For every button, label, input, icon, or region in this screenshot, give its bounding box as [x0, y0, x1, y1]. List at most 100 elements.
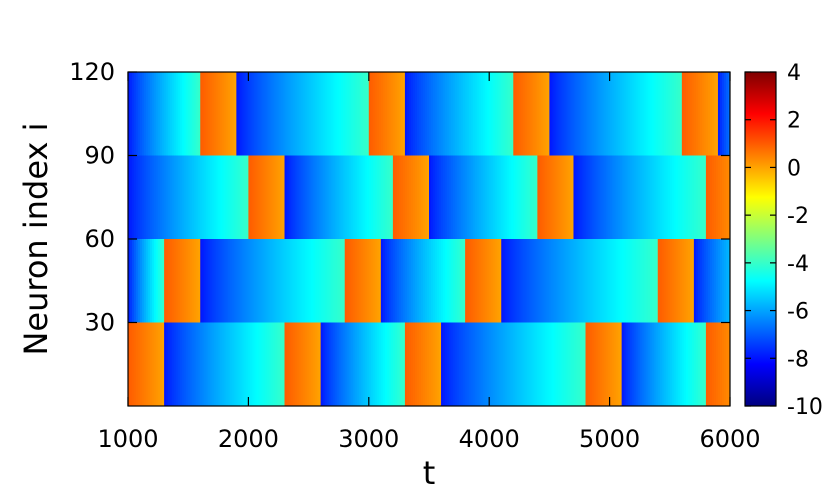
heatmap-cell [467, 72, 470, 156]
heatmap-cell [523, 155, 526, 239]
heatmap-cell [146, 239, 149, 323]
heatmap-cell [517, 322, 520, 406]
heatmap-cell [234, 155, 237, 239]
heatmap-cell [497, 322, 500, 406]
heatmap-cell [501, 155, 504, 239]
heatmap-cell [376, 239, 380, 323]
heatmap-cell [400, 72, 404, 156]
heatmap-cell [196, 72, 199, 156]
heatmap-cell [507, 322, 510, 406]
heatmap-cell [412, 155, 416, 239]
heatmap-cell [226, 322, 229, 406]
heatmap-cell [244, 239, 247, 323]
heatmap-cell [178, 155, 181, 239]
heatmap-cell [368, 155, 372, 239]
heatmap-cell [455, 322, 458, 406]
heatmap-cell [402, 155, 406, 239]
heatmap-cell [537, 155, 540, 239]
heatmap-cell [563, 155, 567, 239]
heatmap-cell [561, 239, 565, 323]
heatmap-cell [717, 239, 721, 323]
heatmap-cell [150, 155, 153, 239]
heatmap-cell [140, 322, 143, 406]
heatmap-cell [326, 155, 330, 239]
heatmap-cell [232, 239, 235, 323]
heatmap-cell [451, 239, 454, 323]
heatmap-cell [577, 322, 581, 406]
heatmap-cell [725, 239, 729, 323]
heatmap-cell [334, 155, 338, 239]
heatmap-cell [573, 72, 577, 156]
heatmap-cell [364, 239, 368, 323]
heatmap-cell [641, 239, 645, 323]
heatmap-cell [479, 155, 482, 239]
heatmap-cell [453, 239, 456, 323]
heatmap-cell [166, 72, 169, 156]
heatmap-cell [589, 72, 593, 156]
y-axis-title: Neuron index i [17, 123, 55, 356]
heatmap-cell [487, 72, 490, 156]
heatmap-cell [547, 72, 550, 156]
heatmap-cell [152, 155, 155, 239]
heatmap-cell [677, 72, 681, 156]
heatmap-cell [320, 72, 324, 156]
heatmap-cell [651, 322, 655, 406]
heatmap-cell [595, 72, 599, 156]
heatmap-cell [132, 322, 135, 406]
heatmap-cell [551, 239, 555, 323]
heatmap-cell [290, 322, 294, 406]
heatmap-cell [607, 322, 611, 406]
heatmap-cell [707, 239, 711, 323]
heatmap-cell [174, 155, 177, 239]
heatmap-cell [324, 155, 328, 239]
heatmap-cell [659, 155, 663, 239]
heatmap-cell [599, 322, 603, 406]
heatmap-cell [260, 322, 264, 406]
heatmap-cell [657, 239, 661, 323]
heatmap-cell [671, 72, 675, 156]
heatmap-cell [210, 72, 213, 156]
heatmap-cell [408, 322, 412, 406]
heatmap-cell [469, 322, 472, 406]
heatmap-cell [272, 239, 276, 323]
heatmap-cell [721, 239, 725, 323]
heatmap-cell [212, 239, 215, 323]
heatmap-cell [422, 239, 426, 323]
heatmap-cell [220, 239, 223, 323]
heatmap-cell [424, 155, 428, 239]
heatmap-cell [651, 155, 655, 239]
heatmap-cell [426, 155, 430, 239]
heatmap-cell [314, 155, 318, 239]
heatmap-cell [573, 155, 577, 239]
heatmap-cell [679, 322, 683, 406]
heatmap-cell [429, 72, 432, 156]
heatmap-cell [414, 155, 418, 239]
heatmap-cell [657, 322, 661, 406]
heatmap-cell [414, 322, 418, 406]
heatmap-cell [216, 155, 219, 239]
heatmap-cell [547, 155, 550, 239]
heatmap-cell [609, 239, 613, 323]
heatmap-cell [565, 322, 569, 406]
heatmap-cell [691, 239, 695, 323]
heatmap-cell [420, 155, 424, 239]
heatmap-cell [589, 155, 593, 239]
heatmap-cell [699, 72, 703, 156]
heatmap-cell [505, 322, 508, 406]
heatmap-cell [585, 155, 589, 239]
heatmap-cell [443, 239, 446, 323]
heatmap-cell [519, 72, 522, 156]
heatmap-cell [479, 72, 482, 156]
heatmap-cell [541, 239, 544, 323]
heatmap-cell [150, 322, 153, 406]
heatmap-cell [457, 72, 460, 156]
heatmap-cell [328, 155, 332, 239]
heatmap-cell [148, 322, 151, 406]
heatmap-cell [388, 239, 392, 323]
heatmap-cell [697, 322, 701, 406]
heatmap-cell [224, 155, 227, 239]
heatmap-cell [515, 155, 518, 239]
colorbar-tick-label: -8 [787, 347, 809, 372]
heatmap-cell [691, 322, 695, 406]
heatmap-cell [214, 155, 217, 239]
